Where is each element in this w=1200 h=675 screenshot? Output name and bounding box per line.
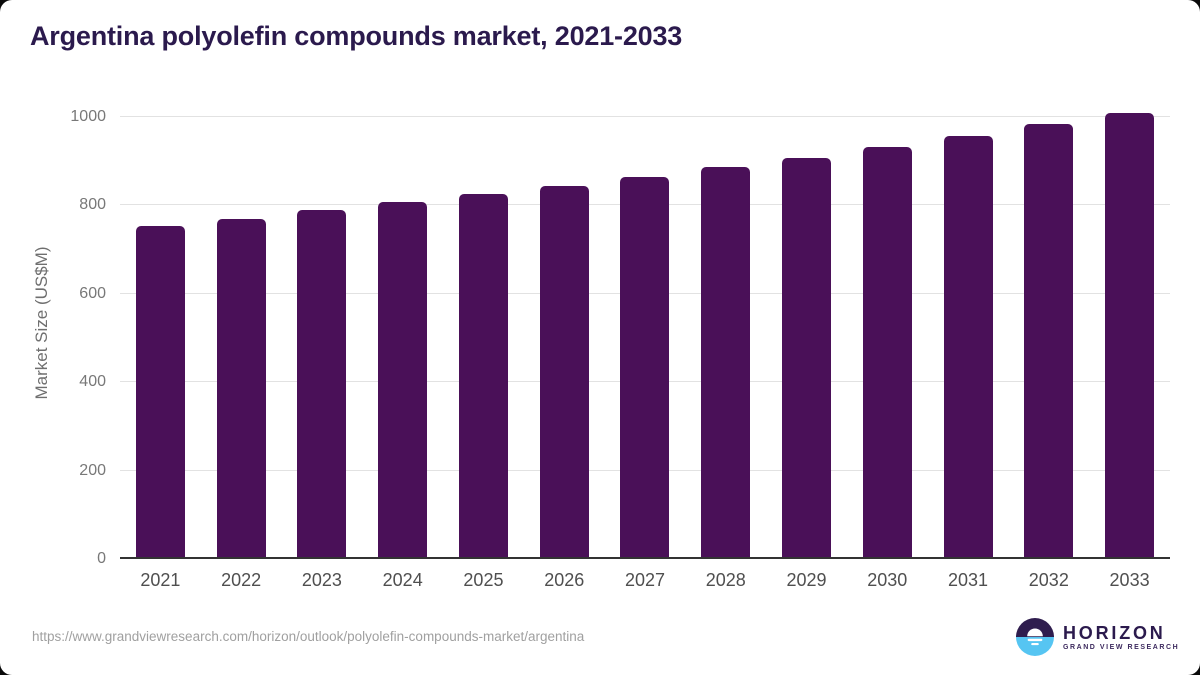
logo-name: HORIZON xyxy=(1063,622,1166,643)
logo-subtitle: GRAND VIEW RESEARCH xyxy=(1063,643,1180,651)
x-tick-2022: 2022 xyxy=(221,570,262,590)
y-tick-600: 600 xyxy=(79,284,106,302)
bar-series xyxy=(120,59,1170,559)
bar-slot-2023 xyxy=(282,59,363,559)
bar-2028 xyxy=(701,167,751,559)
x-tick-2023: 2023 xyxy=(301,570,342,590)
bar-2031 xyxy=(943,136,993,559)
bar-slot-2031 xyxy=(928,59,1009,559)
chart-title: Argentina polyolefin compounds market, 2… xyxy=(30,21,683,51)
bar-2021 xyxy=(135,226,185,559)
x-tick-2028: 2028 xyxy=(705,570,746,590)
x-tick-2029: 2029 xyxy=(786,570,827,590)
bar-2029 xyxy=(782,158,831,559)
bar-2025 xyxy=(458,194,508,559)
y-tick-0: 0 xyxy=(97,550,106,567)
bar-slot-2032 xyxy=(1008,59,1089,559)
x-tick-2033: 2033 xyxy=(1109,570,1150,590)
horizon-sunset-icon xyxy=(1016,618,1054,656)
plot-area xyxy=(120,59,1170,559)
bar-slot-2025 xyxy=(443,59,524,559)
bar-slot-2022 xyxy=(201,59,282,559)
bar-slot-2021 xyxy=(120,59,201,559)
bar-2024 xyxy=(378,202,428,559)
y-tick-400: 400 xyxy=(79,373,106,391)
bar-slot-2028 xyxy=(685,59,766,559)
x-tick-2021: 2021 xyxy=(140,570,181,590)
bar-2033 xyxy=(1105,112,1155,559)
y-tick-800: 800 xyxy=(79,196,106,214)
source-url: https://www.grandviewresearch.com/horizo… xyxy=(32,629,585,644)
x-tick-2025: 2025 xyxy=(463,570,504,590)
bar-2030 xyxy=(862,147,912,559)
bar-slot-2027 xyxy=(605,59,686,559)
x-tick-2030: 2030 xyxy=(867,570,908,590)
x-tick-2032: 2032 xyxy=(1028,570,1069,590)
logo-text: HORIZON GRAND VIEW RESEARCH xyxy=(1063,624,1179,651)
bar-2027 xyxy=(620,176,670,559)
x-tick-2024: 2024 xyxy=(382,570,423,590)
y-axis-tick-labels: 0 200 400 600 800 1000 xyxy=(0,0,106,675)
bar-2032 xyxy=(1024,123,1074,559)
y-tick-1000: 1000 xyxy=(70,108,106,125)
bar-slot-2024 xyxy=(362,59,443,559)
bar-2023 xyxy=(297,210,347,559)
horizon-logo: HORIZON GRAND VIEW RESEARCH xyxy=(1016,618,1179,656)
gridline-1000 xyxy=(120,116,1170,117)
bar-slot-2033 xyxy=(1089,59,1170,559)
x-axis-line xyxy=(120,557,1170,559)
bar-slot-2030 xyxy=(847,59,928,559)
bar-slot-2026 xyxy=(524,59,605,559)
bar-slot-2029 xyxy=(766,59,847,559)
bar-2022 xyxy=(216,218,266,559)
x-axis-tick-labels: 2021 2022 2023 2024 2025 2026 2027 2028 2029 2030… xyxy=(120,570,1170,591)
x-tick-2027: 2027 xyxy=(624,570,665,590)
bar-2026 xyxy=(539,185,589,559)
y-tick-200: 200 xyxy=(79,461,106,479)
x-tick-2026: 2026 xyxy=(544,570,585,590)
x-tick-2031: 2031 xyxy=(948,570,989,590)
